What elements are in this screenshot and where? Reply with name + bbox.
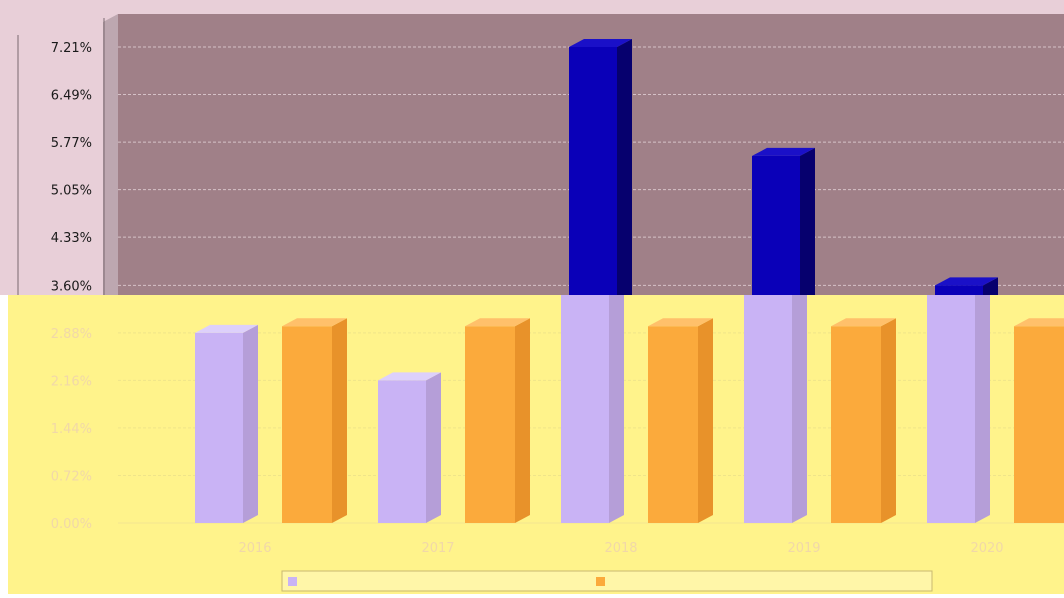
bar-front	[569, 47, 617, 295]
bar-series2	[648, 318, 713, 523]
bar-series2	[831, 318, 896, 523]
bar-top	[648, 318, 713, 327]
bar-front	[195, 332, 243, 523]
bar-top	[195, 324, 258, 333]
legend-swatch-series2	[596, 577, 605, 586]
bar-side	[698, 318, 713, 523]
bar-top	[752, 147, 815, 156]
x-tick-label: 2020	[970, 541, 1003, 556]
y-tick-label: 2.88%	[51, 327, 92, 342]
plot-side-wall	[103, 14, 118, 295]
bar-front	[282, 326, 332, 523]
bar-side	[800, 147, 815, 295]
upper-bars	[569, 39, 998, 295]
lower-bars	[195, 295, 1064, 523]
bar-top	[569, 39, 632, 47]
y-tick-label: 7.21%	[51, 41, 92, 56]
bar-side	[426, 372, 441, 523]
bar-series1	[561, 295, 624, 523]
bar-front	[378, 380, 426, 523]
y-tick-label: 0.00%	[51, 517, 92, 532]
y-tick-label: 6.49%	[51, 89, 92, 104]
x-tick-label: 2019	[787, 541, 820, 556]
bar-top	[1014, 318, 1064, 327]
bar-front	[752, 155, 800, 295]
bar-side	[515, 318, 530, 523]
y-tick-label: 0.72%	[51, 469, 92, 484]
lower-panel	[8, 295, 1064, 594]
y-tick-label: 1.44%	[51, 422, 92, 437]
bar-series1	[752, 147, 815, 295]
y-tick-label: 5.05%	[51, 184, 92, 199]
bar-series1	[569, 39, 632, 295]
y-tick-label: 2.16%	[51, 374, 92, 389]
bar-front	[561, 295, 609, 523]
bar-top	[378, 372, 441, 381]
bar-side	[609, 295, 624, 523]
y-tick-label: 5.77%	[51, 136, 92, 151]
bar-top	[465, 318, 530, 327]
bar-series1	[927, 295, 990, 523]
bar-side	[243, 324, 258, 523]
bar-side	[983, 277, 998, 295]
bar-series2	[282, 318, 347, 523]
bar-series1	[378, 372, 441, 523]
bar-side	[792, 295, 807, 523]
bar-front	[927, 295, 975, 523]
y-tick-label: 4.33%	[51, 231, 92, 246]
x-tick-label: 2017	[421, 541, 454, 556]
bar-series2	[1014, 318, 1064, 523]
bar-series1	[935, 277, 998, 295]
legend-swatch-series1	[288, 577, 297, 586]
bar-front	[831, 326, 881, 523]
bar-front	[648, 326, 698, 523]
bar-front	[744, 295, 792, 523]
legend-box	[281, 570, 933, 592]
bar-top	[282, 318, 347, 327]
x-tick-label: 2016	[238, 541, 271, 556]
bar-side	[975, 295, 990, 523]
bar-top	[831, 318, 896, 327]
legend	[281, 570, 933, 592]
bar-series1	[195, 324, 258, 523]
y-tick-label: 3.60%	[51, 279, 92, 294]
bar-series2	[465, 318, 530, 523]
x-tick-label: 2018	[604, 541, 637, 556]
bar-front	[1014, 326, 1064, 523]
bar-side	[617, 39, 632, 295]
bar-top	[935, 277, 998, 286]
bar-side	[881, 318, 896, 523]
bar-front	[465, 326, 515, 523]
bar-series1	[744, 295, 807, 523]
bar-side	[332, 318, 347, 523]
bar-front	[935, 285, 983, 295]
